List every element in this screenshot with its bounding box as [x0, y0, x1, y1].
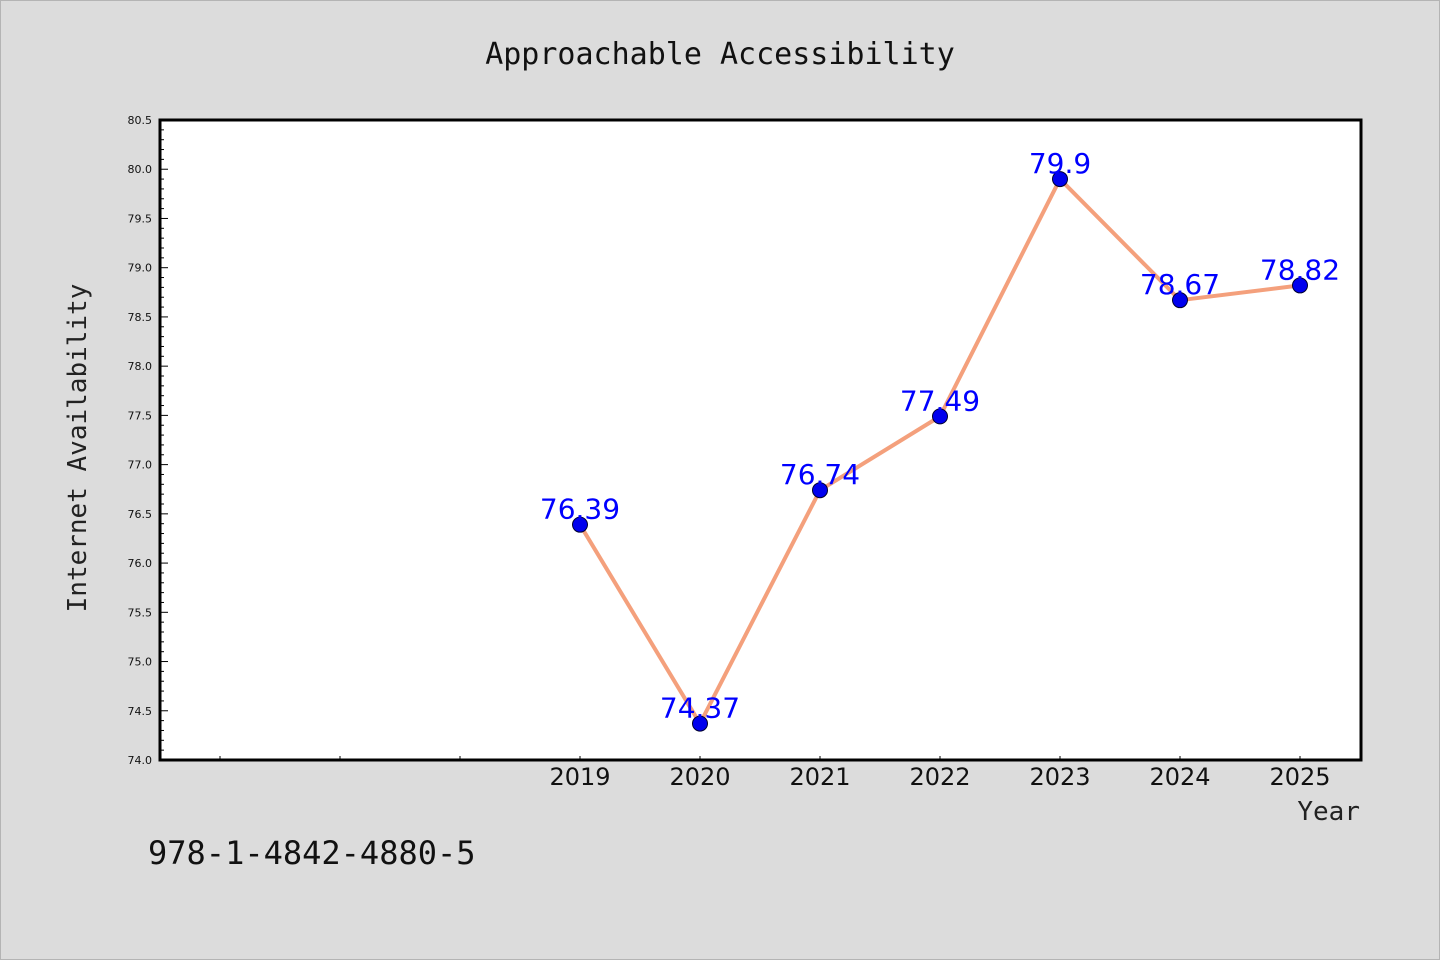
y-tick-label: 74.0 — [128, 754, 153, 767]
isbn-text: 978-1-4842-4880-5 — [148, 834, 476, 872]
chart-title: Approachable Accessibility — [485, 37, 955, 72]
data-point — [572, 516, 588, 533]
series — [572, 171, 1308, 732]
data-label: 77.49 — [900, 384, 980, 417]
data-label: 78.82 — [1260, 253, 1340, 286]
y-tick-label: 80.0 — [128, 163, 153, 176]
x-tick-label: 2019 — [549, 763, 610, 791]
data-label: 79.9 — [1029, 147, 1091, 180]
data-point — [932, 408, 948, 425]
y-tick-label: 77.5 — [128, 409, 153, 422]
x-tick-label: 2022 — [909, 763, 970, 791]
y-tick-label: 76.0 — [128, 557, 153, 570]
x-tick-label: 2020 — [669, 763, 730, 791]
data-label: 78.67 — [1140, 268, 1220, 301]
x-axis-label: Year — [1297, 797, 1360, 827]
y-tick-label: 77.0 — [128, 459, 153, 472]
y-tick-label: 75.5 — [128, 606, 153, 619]
x-tick-label: 2023 — [1029, 763, 1090, 791]
y-axis: 74.0 74.5 75.0 75.5 76.0 76.5 77.0 77.5 78.0 78.5… — [128, 114, 168, 767]
y-tick-label: 78.5 — [128, 311, 153, 324]
x-axis: 2019 2020 2021 2022 2023 2024 2025 — [219, 756, 1331, 791]
data-label: 74.37 — [660, 692, 740, 725]
y-tick-label: 74.5 — [128, 705, 153, 718]
data-point — [1292, 277, 1308, 294]
y-tick-label: 76.5 — [128, 508, 153, 521]
data-labels: 76.39 74.37 76.74 77.49 79.9 78.67 78.82 — [540, 147, 1340, 724]
data-label: 76.39 — [540, 493, 620, 526]
y-tick-label: 79.0 — [128, 262, 153, 275]
y-tick-label: 78.0 — [128, 360, 153, 373]
y-axis-label: Internet Availability — [63, 284, 93, 613]
y-tick-label: 75.0 — [128, 656, 153, 669]
x-tick-label: 2025 — [1269, 763, 1330, 791]
data-point — [1172, 292, 1188, 309]
data-label: 76.74 — [780, 458, 860, 491]
data-point — [692, 715, 708, 732]
y-tick-label: 79.5 — [128, 212, 153, 225]
data-point — [1052, 171, 1068, 188]
x-tick-label: 2024 — [1149, 763, 1210, 791]
plot-area — [158, 118, 1363, 762]
y-tick-label: 80.5 — [128, 114, 153, 127]
x-tick-label: 2021 — [789, 763, 850, 791]
data-point — [812, 482, 828, 499]
